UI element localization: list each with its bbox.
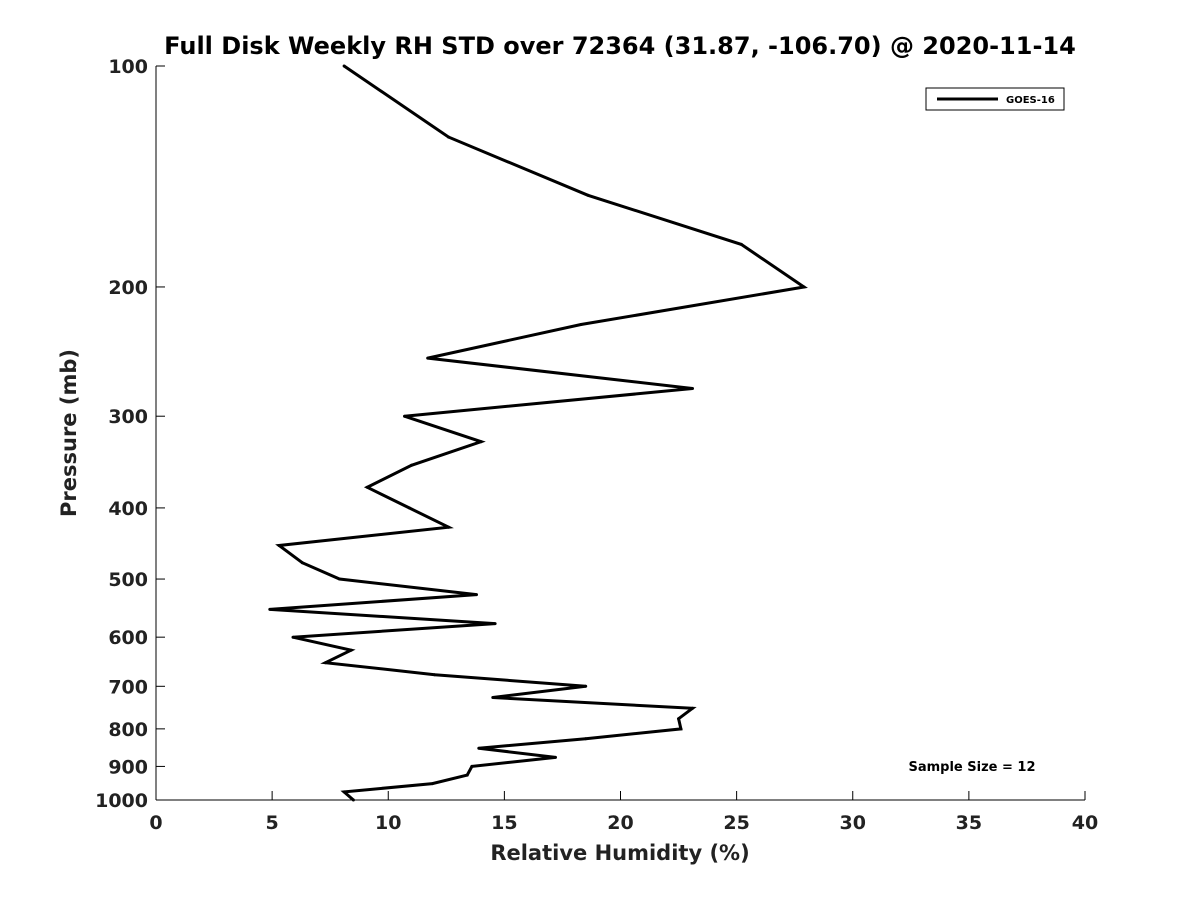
- series-point: [477, 746, 481, 750]
- y-tick-label: 900: [108, 756, 148, 778]
- series-point: [584, 684, 588, 688]
- series-line-goes-16: [269, 64, 808, 802]
- x-tick-label: 40: [1072, 812, 1098, 834]
- x-tick-label: 15: [491, 812, 517, 834]
- x-tick-label: 25: [723, 812, 749, 834]
- x-tick-label: 20: [607, 812, 633, 834]
- y-tick-label: 200: [108, 277, 148, 299]
- x-ticks: 0 5 10 15 20 25 30 35 40: [149, 791, 1098, 834]
- y-tick-label: 600: [108, 627, 148, 649]
- y-ticks: 100 200 300 400 500 600 700 800 900 1000: [95, 56, 165, 812]
- y-tick-label: 400: [108, 498, 148, 520]
- legend: GOES-16: [925, 87, 1065, 111]
- series-point: [300, 561, 304, 565]
- series-point: [349, 648, 353, 652]
- legend-label-goes-16: GOES-16: [1006, 95, 1055, 106]
- series-point: [407, 506, 411, 510]
- chart-title: Full Disk Weekly RH STD over 72364 (31.8…: [164, 32, 1076, 60]
- series-point: [579, 323, 583, 326]
- axes: [155, 66, 1085, 801]
- series-point: [430, 782, 434, 786]
- series-point: [691, 387, 694, 390]
- series-point: [433, 673, 437, 677]
- sample-size-annotation: Sample Size = 12: [908, 760, 1035, 775]
- series-point: [291, 635, 295, 639]
- series-point: [475, 593, 478, 597]
- series-point: [342, 790, 346, 794]
- y-tick-label: 700: [108, 676, 148, 698]
- series-point: [365, 485, 369, 489]
- series-point: [470, 764, 474, 768]
- series-point: [584, 737, 588, 741]
- series-point: [447, 525, 451, 529]
- y-tick-label: 300: [108, 406, 148, 428]
- series-point: [679, 727, 683, 731]
- x-tick-label: 0: [149, 812, 162, 834]
- series-point: [351, 798, 355, 802]
- series-point: [277, 544, 281, 547]
- x-axis-label: Relative Humidity (%): [490, 841, 749, 865]
- series-point: [479, 440, 483, 444]
- y-tick-label: 800: [108, 719, 148, 741]
- series-point: [677, 717, 681, 721]
- x-tick-label: 30: [840, 812, 866, 834]
- y-tick-label: 1000: [95, 790, 148, 812]
- series-point: [410, 463, 413, 467]
- series-layer: [268, 64, 808, 802]
- series-point: [465, 773, 469, 777]
- series-point: [338, 577, 341, 581]
- y-tick-label: 100: [108, 56, 148, 78]
- series-point: [447, 135, 451, 139]
- series-point: [268, 607, 272, 611]
- series-point: [426, 356, 430, 360]
- series-point: [493, 622, 497, 626]
- series-point: [802, 285, 806, 289]
- x-tick-label: 35: [956, 812, 982, 834]
- y-axis-label: Pressure (mb): [57, 349, 81, 517]
- series-point: [324, 661, 327, 665]
- series-point: [554, 755, 557, 759]
- series-point: [691, 706, 694, 710]
- series-point: [491, 696, 495, 699]
- series-point: [586, 193, 590, 197]
- y-tick-label: 500: [108, 569, 148, 591]
- series-point: [403, 414, 406, 418]
- x-tick-label: 5: [266, 812, 279, 834]
- series-point: [739, 242, 743, 246]
- x-tick-label: 10: [375, 812, 401, 834]
- series-point: [342, 64, 346, 68]
